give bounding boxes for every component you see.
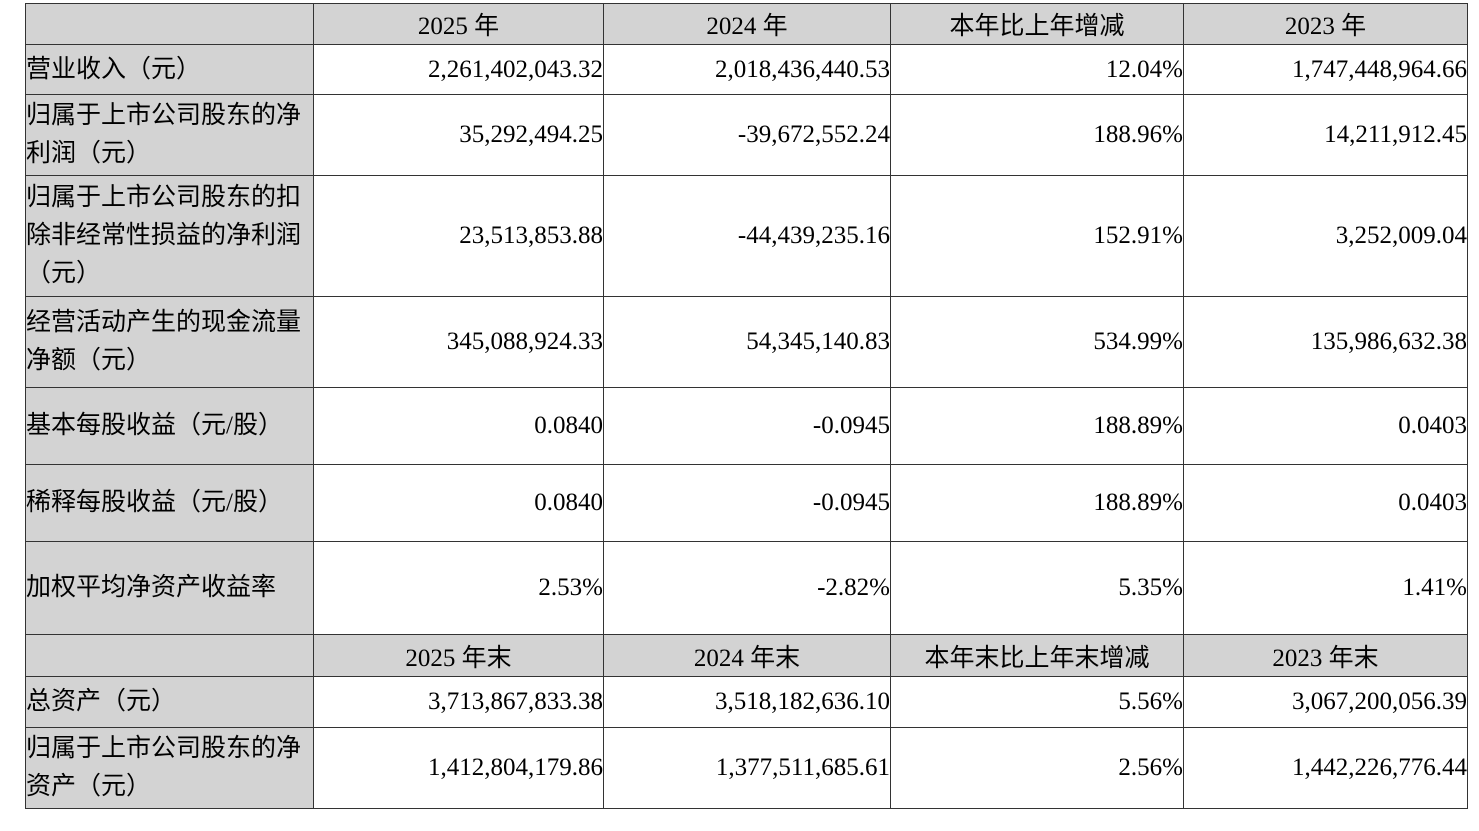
value-cell: 345,088,924.33 bbox=[313, 296, 604, 388]
column-header-2024-end: 2024 年末 bbox=[603, 634, 891, 677]
column-header-2023-end: 2023 年末 bbox=[1183, 634, 1468, 677]
value-cell: 152.91% bbox=[890, 175, 1184, 297]
annual-header-row: 2025 年 2024 年 本年比上年增减 2023 年 bbox=[25, 3, 1468, 45]
value-cell: 188.89% bbox=[890, 387, 1184, 465]
column-header-year-end-change: 本年末比上年末增减 bbox=[890, 634, 1184, 677]
column-header-2025-end: 2025 年末 bbox=[313, 634, 604, 677]
table-row-net-assets: 归属于上市公司股东的净资产（元） 1,412,804,179.86 1,377,… bbox=[25, 727, 1468, 809]
value-cell: 135,986,632.38 bbox=[1183, 296, 1468, 388]
value-cell: 3,713,867,833.38 bbox=[313, 676, 604, 728]
value-cell: 188.96% bbox=[890, 94, 1184, 176]
column-header-2025: 2025 年 bbox=[313, 3, 604, 45]
value-cell: 0.0403 bbox=[1183, 387, 1468, 465]
table-row-revenue: 营业收入（元） 2,261,402,043.32 2,018,436,440.5… bbox=[25, 44, 1468, 95]
row-label: 总资产（元） bbox=[25, 676, 314, 728]
table-row-net-profit-excl-nonrecurring: 归属于上市公司股东的扣除非经常性损益的净利润（元） 23,513,853.88 … bbox=[25, 175, 1468, 297]
row-label: 营业收入（元） bbox=[25, 44, 314, 95]
table-row-weighted-avg-roe: 加权平均净资产收益率 2.53% -2.82% 5.35% 1.41% bbox=[25, 541, 1468, 635]
row-label: 稀释每股收益（元/股） bbox=[25, 464, 314, 542]
value-cell: 14,211,912.45 bbox=[1183, 94, 1468, 176]
table-row-diluted-eps: 稀释每股收益（元/股） 0.0840 -0.0945 188.89% 0.040… bbox=[25, 464, 1468, 542]
value-cell: -0.0945 bbox=[603, 464, 891, 542]
column-header-2023: 2023 年 bbox=[1183, 3, 1468, 45]
value-cell: 2,018,436,440.53 bbox=[603, 44, 891, 95]
value-cell: 3,252,009.04 bbox=[1183, 175, 1468, 297]
value-cell: 2,261,402,043.32 bbox=[313, 44, 604, 95]
row-label: 归属于上市公司股东的扣除非经常性损益的净利润（元） bbox=[25, 175, 314, 297]
value-cell: 2.56% bbox=[890, 727, 1184, 809]
row-label: 归属于上市公司股东的净资产（元） bbox=[25, 727, 314, 809]
table-row-total-assets: 总资产（元） 3,713,867,833.38 3,518,182,636.10… bbox=[25, 676, 1468, 728]
value-cell: 23,513,853.88 bbox=[313, 175, 604, 297]
table-row-operating-cash-flow: 经营活动产生的现金流量净额（元） 345,088,924.33 54,345,1… bbox=[25, 296, 1468, 388]
value-cell: 3,518,182,636.10 bbox=[603, 676, 891, 728]
value-cell: 0.0840 bbox=[313, 464, 604, 542]
value-cell: -0.0945 bbox=[603, 387, 891, 465]
column-header-yoy-change: 本年比上年增减 bbox=[890, 3, 1184, 45]
value-cell: 1,747,448,964.66 bbox=[1183, 44, 1468, 95]
value-cell: 35,292,494.25 bbox=[313, 94, 604, 176]
value-cell: 54,345,140.83 bbox=[603, 296, 891, 388]
year-end-header-row: 2025 年末 2024 年末 本年末比上年末增减 2023 年末 bbox=[25, 634, 1468, 677]
row-label: 经营活动产生的现金流量净额（元） bbox=[25, 296, 314, 388]
row-label: 基本每股收益（元/股） bbox=[25, 387, 314, 465]
corner-cell bbox=[25, 3, 314, 45]
value-cell: 5.56% bbox=[890, 676, 1184, 728]
value-cell: -44,439,235.16 bbox=[603, 175, 891, 297]
row-label: 归属于上市公司股东的净利润（元） bbox=[25, 94, 314, 176]
value-cell: 2.53% bbox=[313, 541, 604, 635]
value-cell: 5.35% bbox=[890, 541, 1184, 635]
row-label: 加权平均净资产收益率 bbox=[25, 541, 314, 635]
value-cell: -2.82% bbox=[603, 541, 891, 635]
value-cell: 534.99% bbox=[890, 296, 1184, 388]
value-cell: 0.0403 bbox=[1183, 464, 1468, 542]
value-cell: 3,067,200,056.39 bbox=[1183, 676, 1468, 728]
table-row-basic-eps: 基本每股收益（元/股） 0.0840 -0.0945 188.89% 0.040… bbox=[25, 387, 1468, 465]
column-header-2024: 2024 年 bbox=[603, 3, 891, 45]
table-row-net-profit: 归属于上市公司股东的净利润（元） 35,292,494.25 -39,672,5… bbox=[25, 94, 1468, 176]
value-cell: 12.04% bbox=[890, 44, 1184, 95]
corner-cell bbox=[25, 634, 314, 677]
value-cell: 1,377,511,685.61 bbox=[603, 727, 891, 809]
value-cell: -39,672,552.24 bbox=[603, 94, 891, 176]
key-financial-data-table: 2025 年 2024 年 本年比上年增减 2023 年 营业收入（元） 2,2… bbox=[25, 3, 1468, 809]
value-cell: 188.89% bbox=[890, 464, 1184, 542]
value-cell: 1,442,226,776.44 bbox=[1183, 727, 1468, 809]
value-cell: 1,412,804,179.86 bbox=[313, 727, 604, 809]
value-cell: 1.41% bbox=[1183, 541, 1468, 635]
value-cell: 0.0840 bbox=[313, 387, 604, 465]
